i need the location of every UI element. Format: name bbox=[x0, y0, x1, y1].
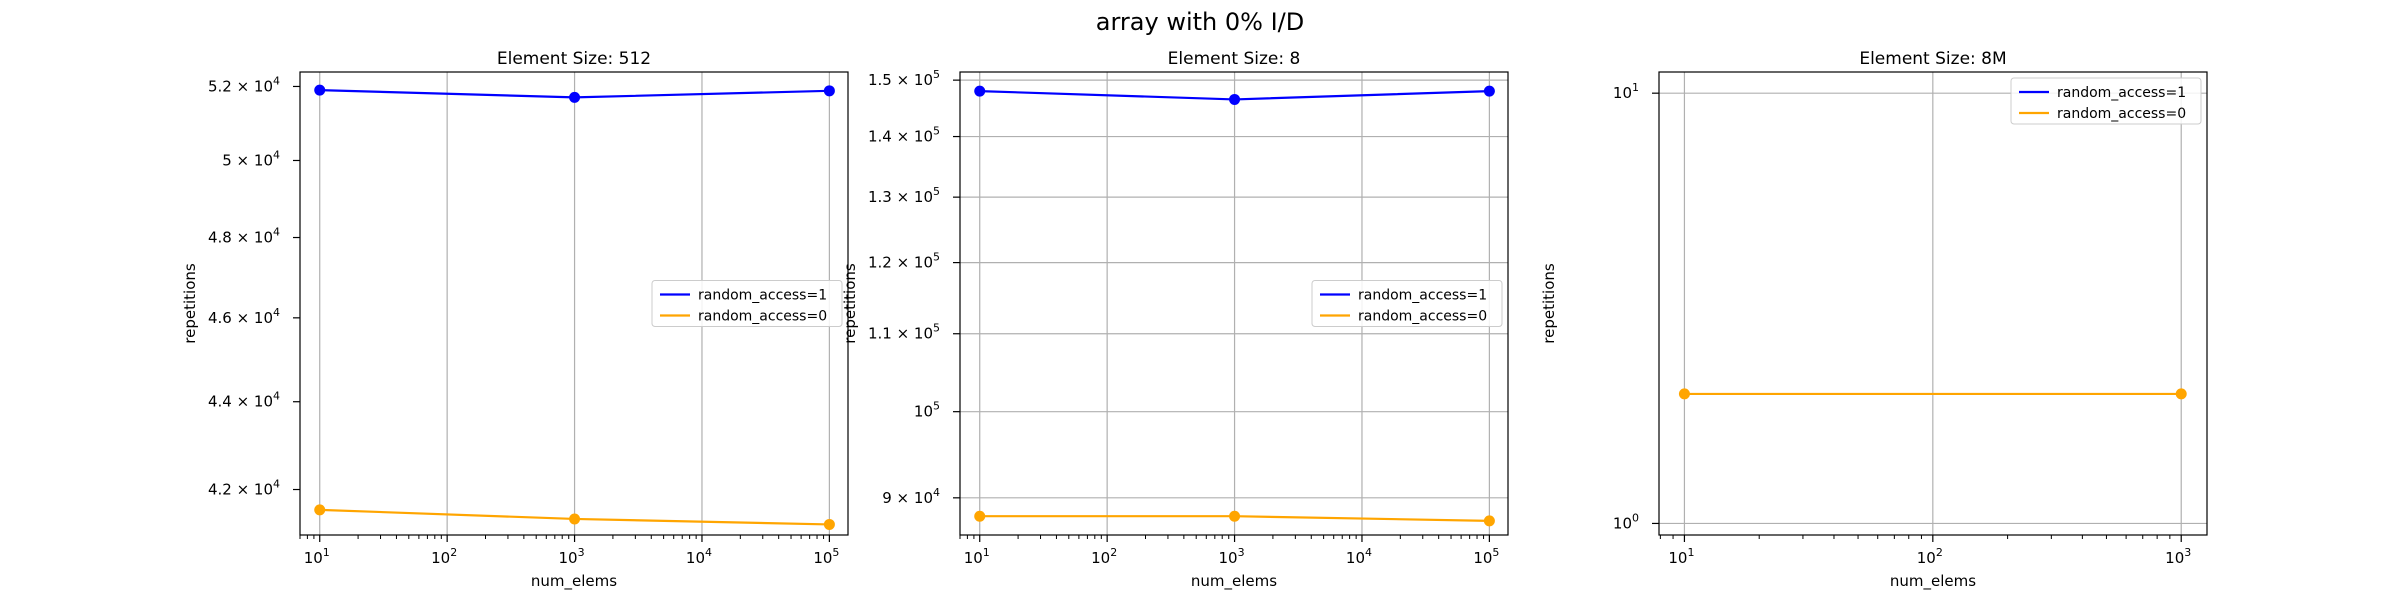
y-axis-label: repetitions bbox=[841, 263, 859, 344]
y-tick-label: 1.4 × 105 bbox=[868, 125, 940, 146]
data-point bbox=[974, 85, 986, 97]
data-point bbox=[1678, 388, 1690, 400]
data-point bbox=[314, 504, 326, 516]
chart-panel-1: 101 102 103 104 105 4.2 × 104 4.4 × 104 4.6 × 1… bbox=[181, 49, 849, 591]
y-axis-label: repetitions bbox=[181, 263, 199, 344]
x-tick-label: 102 bbox=[1917, 546, 1943, 567]
y-tick-label: 1.1 × 105 bbox=[868, 322, 940, 343]
y-tick-label: 4.8 × 104 bbox=[208, 226, 280, 247]
x-axis-label: num_elems bbox=[531, 572, 617, 591]
chart-title: Element Size: 512 bbox=[497, 49, 651, 69]
legend: random_access=1 random_access=0 bbox=[2010, 77, 2202, 125]
data-point bbox=[569, 91, 581, 103]
data-point bbox=[1229, 510, 1241, 522]
x-tick-label: 105 bbox=[1473, 546, 1499, 567]
x-tick-label: 102 bbox=[1091, 546, 1117, 567]
data-point bbox=[1229, 93, 1241, 105]
chart-panel-3: 101 102 103 100 101 Element Size: 8M num_elems… bbox=[1540, 49, 2208, 591]
legend-entry: random_access=0 bbox=[2057, 106, 2186, 122]
y-axis-label: repetitions bbox=[1540, 263, 1558, 344]
chart-title: Element Size: 8M bbox=[1859, 49, 2006, 69]
y-tick-label: 9 × 104 bbox=[882, 486, 940, 507]
plot-frame bbox=[959, 71, 1509, 536]
y-tick-label: 5.2 × 104 bbox=[208, 74, 280, 95]
y-tick-label: 100 bbox=[1613, 511, 1639, 532]
figure-title: array with 0% I/D bbox=[1095, 8, 1305, 36]
legend-entry: random_access=1 bbox=[698, 288, 827, 304]
legend-entry: random_access=1 bbox=[1358, 288, 1487, 304]
data-point bbox=[1483, 85, 1495, 97]
x-tick-label: 103 bbox=[1219, 546, 1245, 567]
data-point bbox=[2175, 388, 2187, 400]
x-tick-label: 101 bbox=[1668, 546, 1694, 567]
data-point bbox=[823, 518, 835, 530]
legend-entry: random_access=0 bbox=[1358, 309, 1487, 325]
data-point bbox=[314, 84, 326, 96]
x-tick-label: 103 bbox=[559, 546, 585, 567]
legend-entry: random_access=1 bbox=[2057, 85, 2186, 101]
y-tick-label: 4.4 × 104 bbox=[208, 390, 280, 411]
x-axis-label: num_elems bbox=[1191, 572, 1277, 591]
legend-entry: random_access=0 bbox=[698, 309, 827, 325]
y-tick-label: 4.2 × 104 bbox=[208, 478, 280, 499]
plot-frame bbox=[299, 71, 849, 536]
x-axis-label: num_elems bbox=[1890, 572, 1976, 591]
data-point bbox=[823, 85, 835, 97]
legend: random_access=1 random_access=0 bbox=[1311, 280, 1503, 327]
y-tick-label: 1.5 × 105 bbox=[868, 68, 940, 89]
plot-frame bbox=[1658, 71, 2208, 536]
x-tick-label: 103 bbox=[2165, 546, 2191, 567]
x-tick-label: 104 bbox=[1346, 546, 1372, 567]
x-tick-label: 105 bbox=[813, 546, 839, 567]
chart-panel-2: 101 102 103 104 105 9 × 104 105 1.1 × 105 1.2 × … bbox=[841, 49, 1509, 591]
y-tick-label: 105 bbox=[914, 400, 940, 421]
x-tick-label: 101 bbox=[964, 546, 990, 567]
x-tick-label: 102 bbox=[431, 546, 457, 567]
y-tick-label: 101 bbox=[1613, 81, 1639, 102]
y-tick-label: 4.6 × 104 bbox=[208, 306, 280, 327]
legend-box bbox=[2010, 77, 2202, 125]
x-tick-label: 101 bbox=[304, 546, 330, 567]
y-tick-label: 5 × 104 bbox=[222, 148, 280, 169]
data-point bbox=[1483, 515, 1495, 527]
x-tick-label: 104 bbox=[686, 546, 712, 567]
data-point bbox=[974, 510, 986, 522]
data-point bbox=[569, 513, 581, 525]
legend-box bbox=[1311, 280, 1503, 327]
chart-title: Element Size: 8 bbox=[1168, 49, 1301, 69]
legend-box bbox=[651, 280, 843, 327]
legend: random_access=1 random_access=0 bbox=[651, 280, 843, 327]
y-tick-label: 1.2 × 105 bbox=[868, 251, 940, 272]
y-tick-label: 1.3 × 105 bbox=[868, 185, 940, 206]
